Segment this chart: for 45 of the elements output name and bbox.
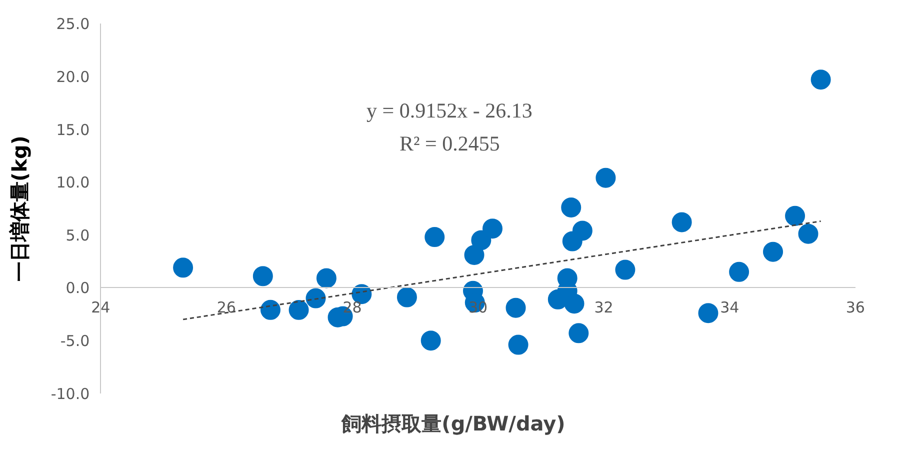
annotation: R² = 0.2455 (400, 132, 500, 156)
point (568, 323, 589, 344)
point (482, 218, 502, 239)
point (810, 70, 831, 90)
point (396, 287, 417, 308)
point (615, 260, 636, 280)
x-tick-label: 28 (342, 298, 362, 317)
point (260, 300, 280, 320)
point (420, 330, 441, 351)
annotation: y = 0.9152x - 26.13 (366, 98, 532, 122)
point (471, 230, 492, 250)
point (672, 212, 692, 232)
y-tick-label: -5.0 (60, 332, 90, 350)
point (763, 242, 784, 262)
point (561, 197, 582, 218)
y-tick-label: 25.0 (56, 15, 90, 34)
point (596, 168, 616, 188)
point (288, 300, 309, 320)
point (698, 303, 718, 324)
x-axis-title: 飼料摂取量(g/BW/day) (340, 412, 566, 436)
point (564, 294, 584, 314)
point (729, 262, 750, 282)
y-tick-label: 10.0 (56, 174, 90, 192)
point (798, 224, 818, 244)
x-tick-label: 36 (846, 298, 865, 317)
x-tick-label: 32 (594, 298, 614, 317)
x-tick-label: 26 (216, 298, 236, 317)
point (252, 266, 273, 286)
point (572, 220, 592, 241)
point (173, 258, 194, 278)
point (424, 227, 445, 248)
x-tick-label: 24 (91, 298, 110, 317)
x-tick-label: 34 (720, 298, 740, 317)
y-tick-label: 5.0 (66, 226, 90, 244)
y-axis-title: 一日増体量(kg) (8, 136, 32, 282)
y-tick-label: 15.0 (56, 120, 90, 139)
y-tick-label: -10.0 (50, 384, 90, 403)
point (306, 288, 326, 308)
y-tick-label: 20.0 (56, 68, 90, 86)
y-tick-label: 0.0 (66, 279, 90, 298)
point (785, 206, 806, 226)
point (464, 245, 484, 265)
point (506, 298, 526, 318)
point (508, 334, 528, 355)
point (316, 268, 336, 288)
